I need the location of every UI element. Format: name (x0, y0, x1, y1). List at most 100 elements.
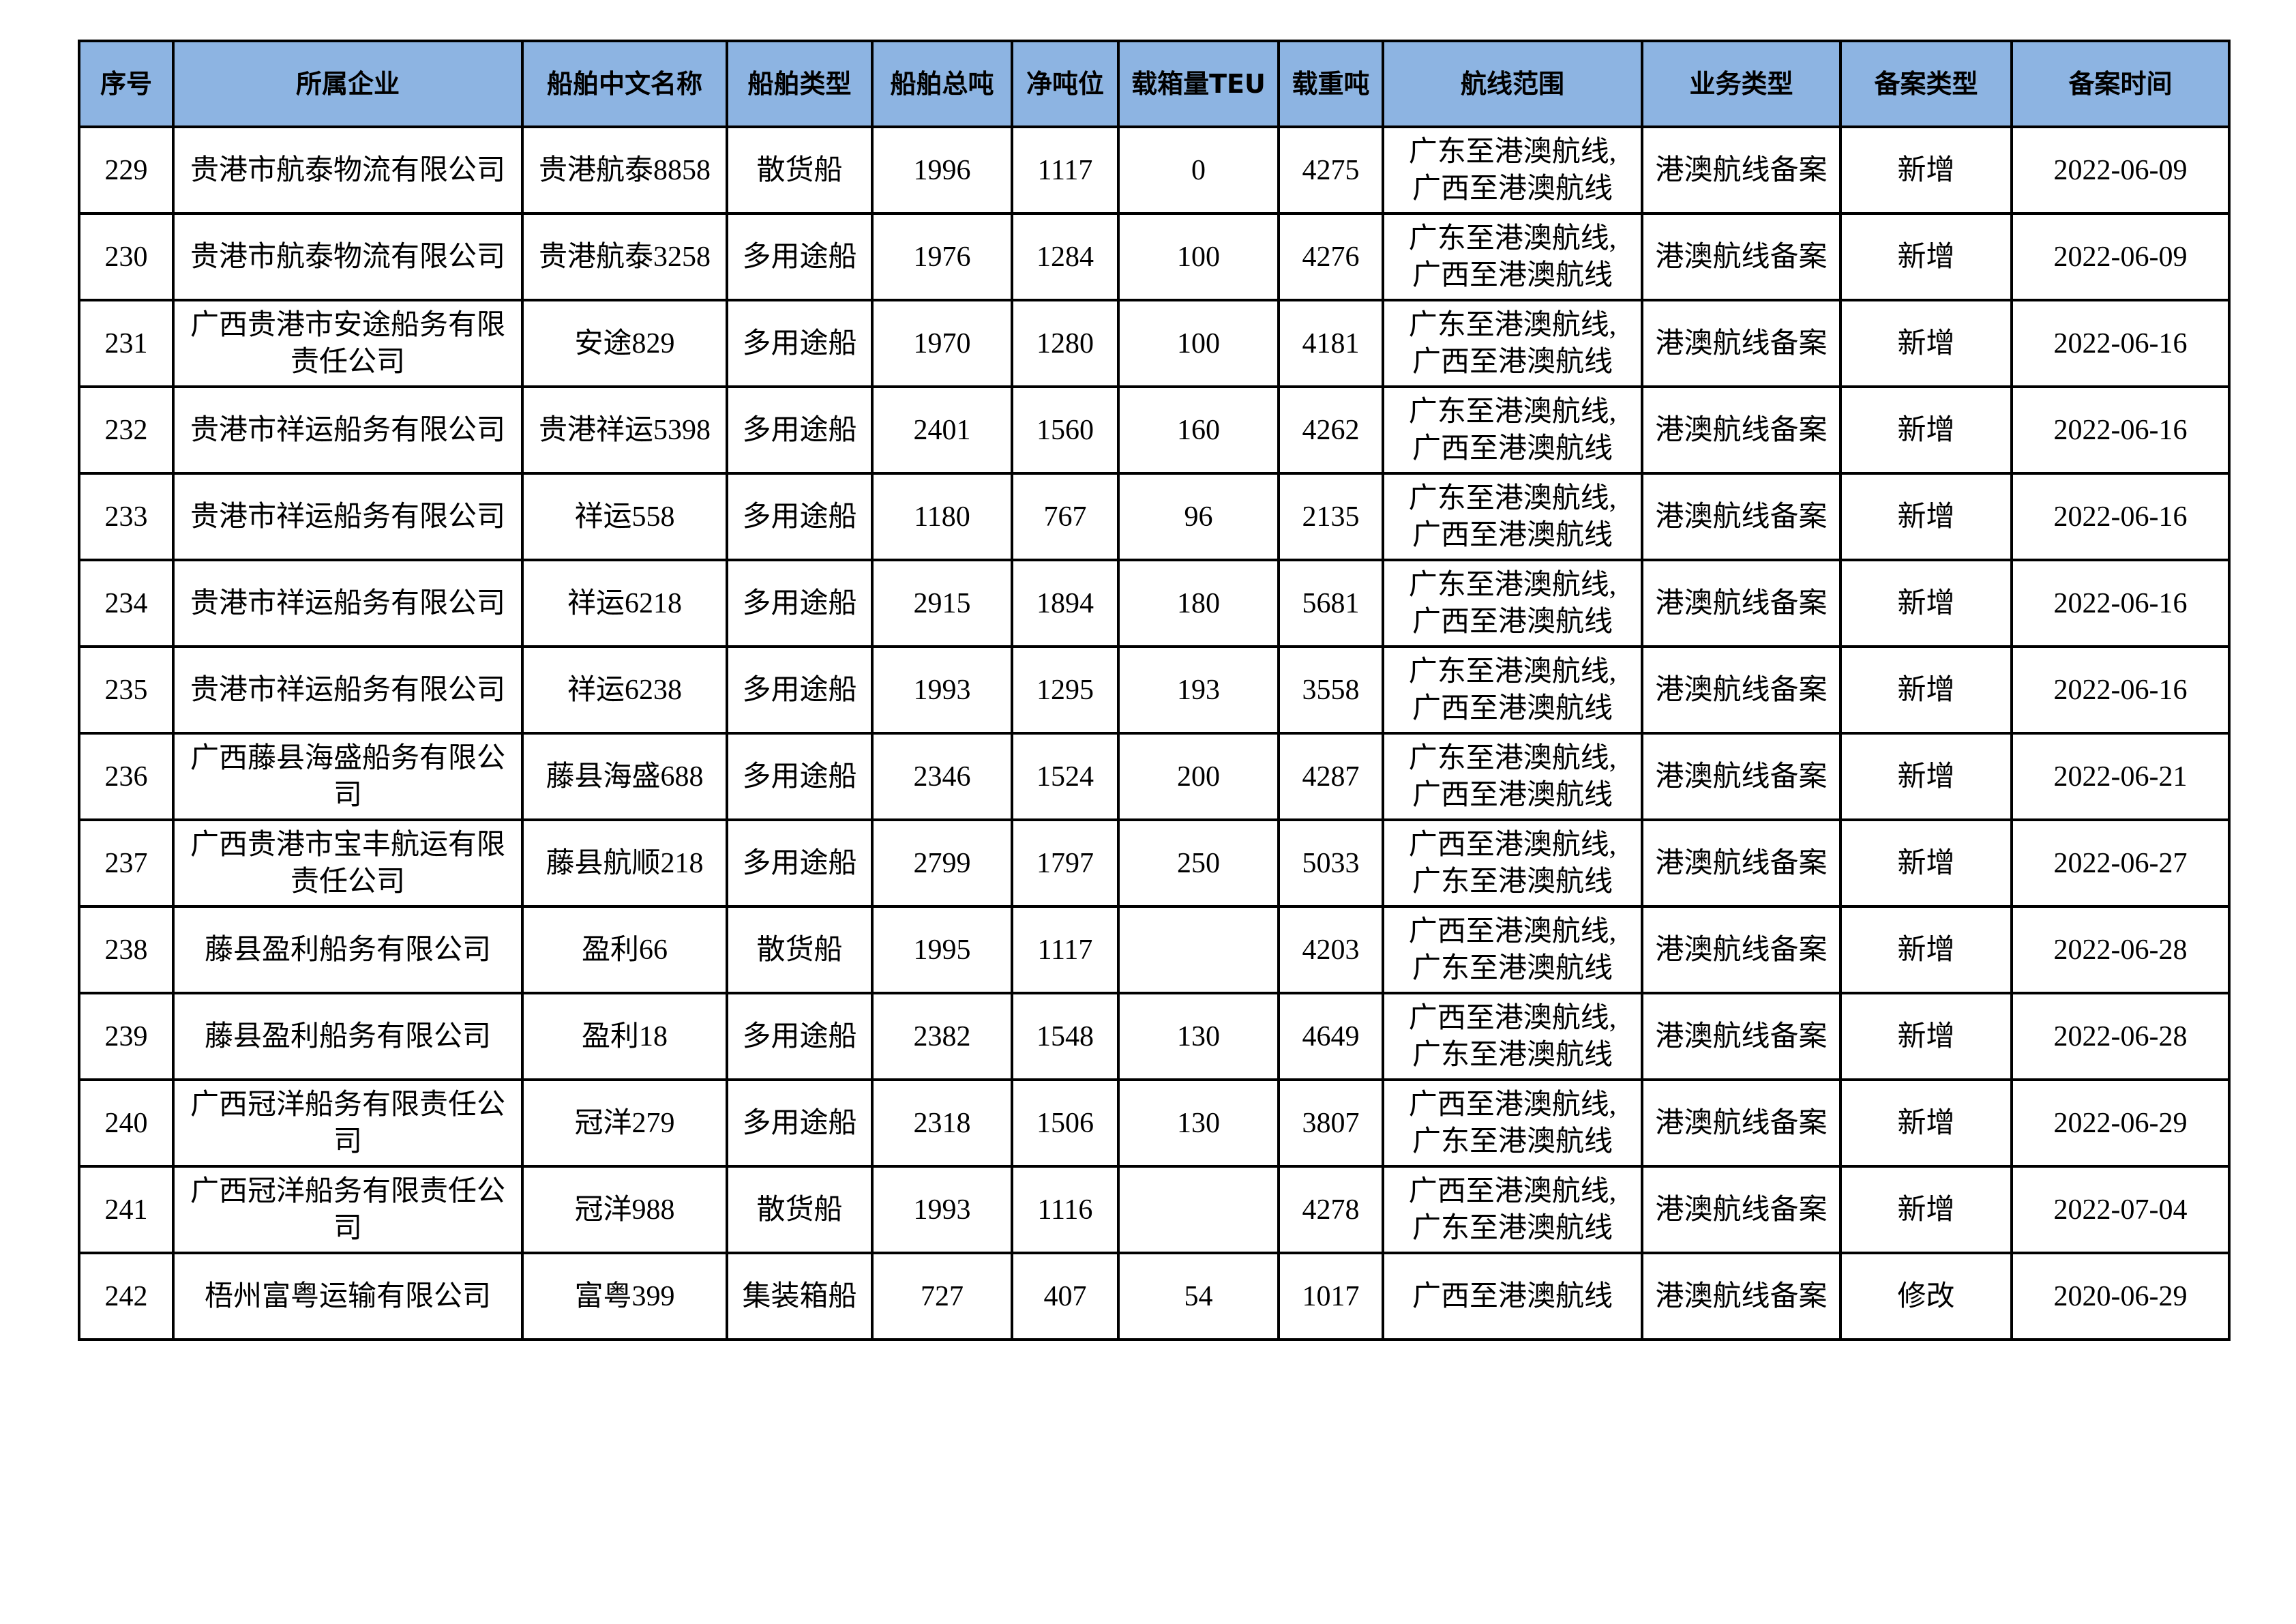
cell-teu-capacity (1117, 905, 1280, 994)
cell-gross-tonnage: 1995 (871, 905, 1013, 994)
cell-filing-type: 新增 (1839, 385, 2013, 475)
cell-net-tonnage: 1894 (1011, 559, 1120, 648)
cell-gross-tonnage: 1970 (871, 299, 1013, 388)
cell-vessel-name: 藤县航顺218 (521, 818, 728, 908)
cell-route-scope: 广西至港澳航线, 广东至港澳航线 (1382, 905, 1643, 994)
cell-company: 贵港市祥运船务有限公司 (172, 385, 524, 475)
cell-teu-capacity: 250 (1117, 818, 1280, 908)
cell-filing-type: 新增 (1839, 559, 2013, 648)
cell-business-type: 港澳航线备案 (1641, 126, 1842, 215)
cell-teu-capacity: 180 (1117, 559, 1280, 648)
cell-teu-capacity: 130 (1117, 992, 1280, 1081)
cell-net-tonnage: 1560 (1011, 385, 1120, 475)
table-row: 241 广西冠洋船务有限责任公 司冠洋988 散货船 1993 1116 4278 广西至港… (78, 1165, 2231, 1254)
cell-teu-capacity: 100 (1117, 299, 1280, 388)
cell-vessel-type: 多用途船 (726, 645, 874, 735)
table-row: 237 广西贵港市宝丰航运有限 责任公司 藤县航顺218 多用途船 2799 1797 25… (78, 818, 2231, 908)
table-row: 230 贵港市航泰物流有限公司 贵港航泰3258 多用途船 1976 1284 100 427… (78, 212, 2231, 301)
cell-route-scope: 广西至港澳航线, 广东至港澳航线 (1382, 992, 1643, 1081)
cell-seq-no: 232 (78, 385, 175, 475)
cell-route-scope: 广东至港澳航线, 广西至港澳航线 (1382, 732, 1643, 821)
column-header-filing-type: 备案类型 (1839, 40, 2013, 128)
cell-business-type: 港澳航线备案 (1641, 905, 1842, 994)
cell-seq-no: 230 (78, 212, 175, 301)
cell-net-tonnage: 1295 (1011, 645, 1120, 735)
cell-seq-no: 236 (78, 732, 175, 821)
cell-net-tonnage: 1524 (1011, 732, 1120, 821)
cell-gross-tonnage: 1976 (871, 212, 1013, 301)
table-row: 235 贵港市祥运船务有限公司 祥运6238 多用途船 1993 1295 193 3558 广… (78, 645, 2231, 735)
cell-seq-no: 237 (78, 818, 175, 908)
cell-filing-date: 2022-06-09 (2010, 126, 2231, 215)
cell-vessel-type: 多用途船 (726, 992, 874, 1081)
cell-gross-tonnage: 727 (871, 1252, 1013, 1341)
table-row: 240 广西冠洋船务有限责任公 司冠洋279 多用途船 2318 1506 130 3807… (78, 1078, 2231, 1168)
cell-route-scope: 广西至港澳航线, 广东至港澳航线 (1382, 1078, 1643, 1168)
cell-route-scope: 广西至港澳航线, 广东至港澳航线 (1382, 1165, 1643, 1254)
cell-teu-capacity: 0 (1117, 126, 1280, 215)
cell-teu-capacity: 100 (1117, 212, 1280, 301)
column-header-route-scope: 航线范围 (1382, 40, 1643, 128)
cell-company: 贵港市航泰物流有限公司 (172, 212, 524, 301)
cell-gross-tonnage: 1993 (871, 1165, 1013, 1254)
cell-vessel-name: 冠洋988 (521, 1165, 728, 1254)
column-header-vessel-type: 船舶类型 (726, 40, 874, 128)
cell-vessel-type: 多用途船 (726, 212, 874, 301)
cell-net-tonnage: 1117 (1011, 905, 1120, 994)
cell-business-type: 港澳航线备案 (1641, 732, 1842, 821)
cell-vessel-name: 富粤399 (521, 1252, 728, 1341)
cell-deadweight: 1017 (1277, 1252, 1384, 1341)
column-header-seq-no: 序号 (78, 40, 175, 128)
cell-vessel-type: 多用途船 (726, 472, 874, 561)
cell-deadweight: 4287 (1277, 732, 1384, 821)
table-row: 239 藤县盈利船务有限公司 盈利18 多用途船 2382 1548 130 4649 广西至港… (78, 992, 2231, 1081)
table-row: 236 广西藤县海盛船务有限公 司藤县海盛688 多用途船 2346 1524 200 42… (78, 732, 2231, 821)
table-row: 242 梧州富粤运输有限公司 富粤399 集装箱船 727 407 54 1017 广西至港澳航… (78, 1252, 2231, 1341)
cell-net-tonnage: 1506 (1011, 1078, 1120, 1168)
table-row: 233 贵港市祥运船务有限公司 祥运558 多用途船 1180 767 96 2135 广东至港… (78, 472, 2231, 561)
cell-deadweight: 5681 (1277, 559, 1384, 648)
cell-vessel-type: 多用途船 (726, 1078, 874, 1168)
cell-gross-tonnage: 2318 (871, 1078, 1013, 1168)
cell-deadweight: 4275 (1277, 126, 1384, 215)
cell-filing-date: 2022-06-28 (2010, 992, 2231, 1081)
cell-route-scope: 广东至港澳航线, 广西至港澳航线 (1382, 472, 1643, 561)
cell-route-scope: 广西至港澳航线, 广东至港澳航线 (1382, 818, 1643, 908)
cell-deadweight: 4181 (1277, 299, 1384, 388)
column-header-teu-capacity: 载箱量TEU (1117, 40, 1280, 128)
cell-gross-tonnage: 1996 (871, 126, 1013, 215)
vessel-filing-table: 序号 所属企业 船舶中文名称 船舶类型 船舶总吨 净吨位 载箱量TEU 载重吨 航线范围 业务类型… (78, 40, 2231, 1341)
cell-vessel-name: 盈利66 (521, 905, 728, 994)
cell-business-type: 港澳航线备案 (1641, 818, 1842, 908)
cell-vessel-type: 集装箱船 (726, 1252, 874, 1341)
cell-filing-date: 2022-06-09 (2010, 212, 2231, 301)
cell-teu-capacity: 130 (1117, 1078, 1280, 1168)
cell-filing-date: 2022-06-16 (2010, 472, 2231, 561)
cell-filing-date: 2022-06-16 (2010, 559, 2231, 648)
cell-company: 藤县盈利船务有限公司 (172, 905, 524, 994)
cell-teu-capacity: 193 (1117, 645, 1280, 735)
cell-gross-tonnage: 2382 (871, 992, 1013, 1081)
cell-filing-type: 新增 (1839, 818, 2013, 908)
table-header-row: 序号 所属企业 船舶中文名称 船舶类型 船舶总吨 净吨位 载箱量TEU 载重吨 航线范围 业务类型… (78, 40, 2231, 128)
cell-filing-date: 2022-07-04 (2010, 1165, 2231, 1254)
cell-gross-tonnage: 2915 (871, 559, 1013, 648)
cell-route-scope: 广东至港澳航线, 广西至港澳航线 (1382, 299, 1643, 388)
cell-vessel-name: 冠洋279 (521, 1078, 728, 1168)
column-header-vessel-name: 船舶中文名称 (521, 40, 728, 128)
column-header-filing-date: 备案时间 (2010, 40, 2231, 128)
cell-vessel-type: 散货船 (726, 126, 874, 215)
cell-filing-type: 新增 (1839, 645, 2013, 735)
cell-business-type: 港澳航线备案 (1641, 385, 1842, 475)
cell-gross-tonnage: 1180 (871, 472, 1013, 561)
cell-seq-no: 239 (78, 992, 175, 1081)
column-header-deadweight: 载重吨 (1277, 40, 1384, 128)
cell-filing-type: 新增 (1839, 732, 2013, 821)
cell-deadweight: 4262 (1277, 385, 1384, 475)
cell-filing-date: 2022-06-27 (2010, 818, 2231, 908)
table-row: 234 贵港市祥运船务有限公司 祥运6218 多用途船 2915 1894 180 5681 广… (78, 559, 2231, 648)
cell-filing-type: 新增 (1839, 992, 2013, 1081)
cell-vessel-type: 多用途船 (726, 385, 874, 475)
cell-business-type: 港澳航线备案 (1641, 992, 1842, 1081)
cell-route-scope: 广东至港澳航线, 广西至港澳航线 (1382, 126, 1643, 215)
